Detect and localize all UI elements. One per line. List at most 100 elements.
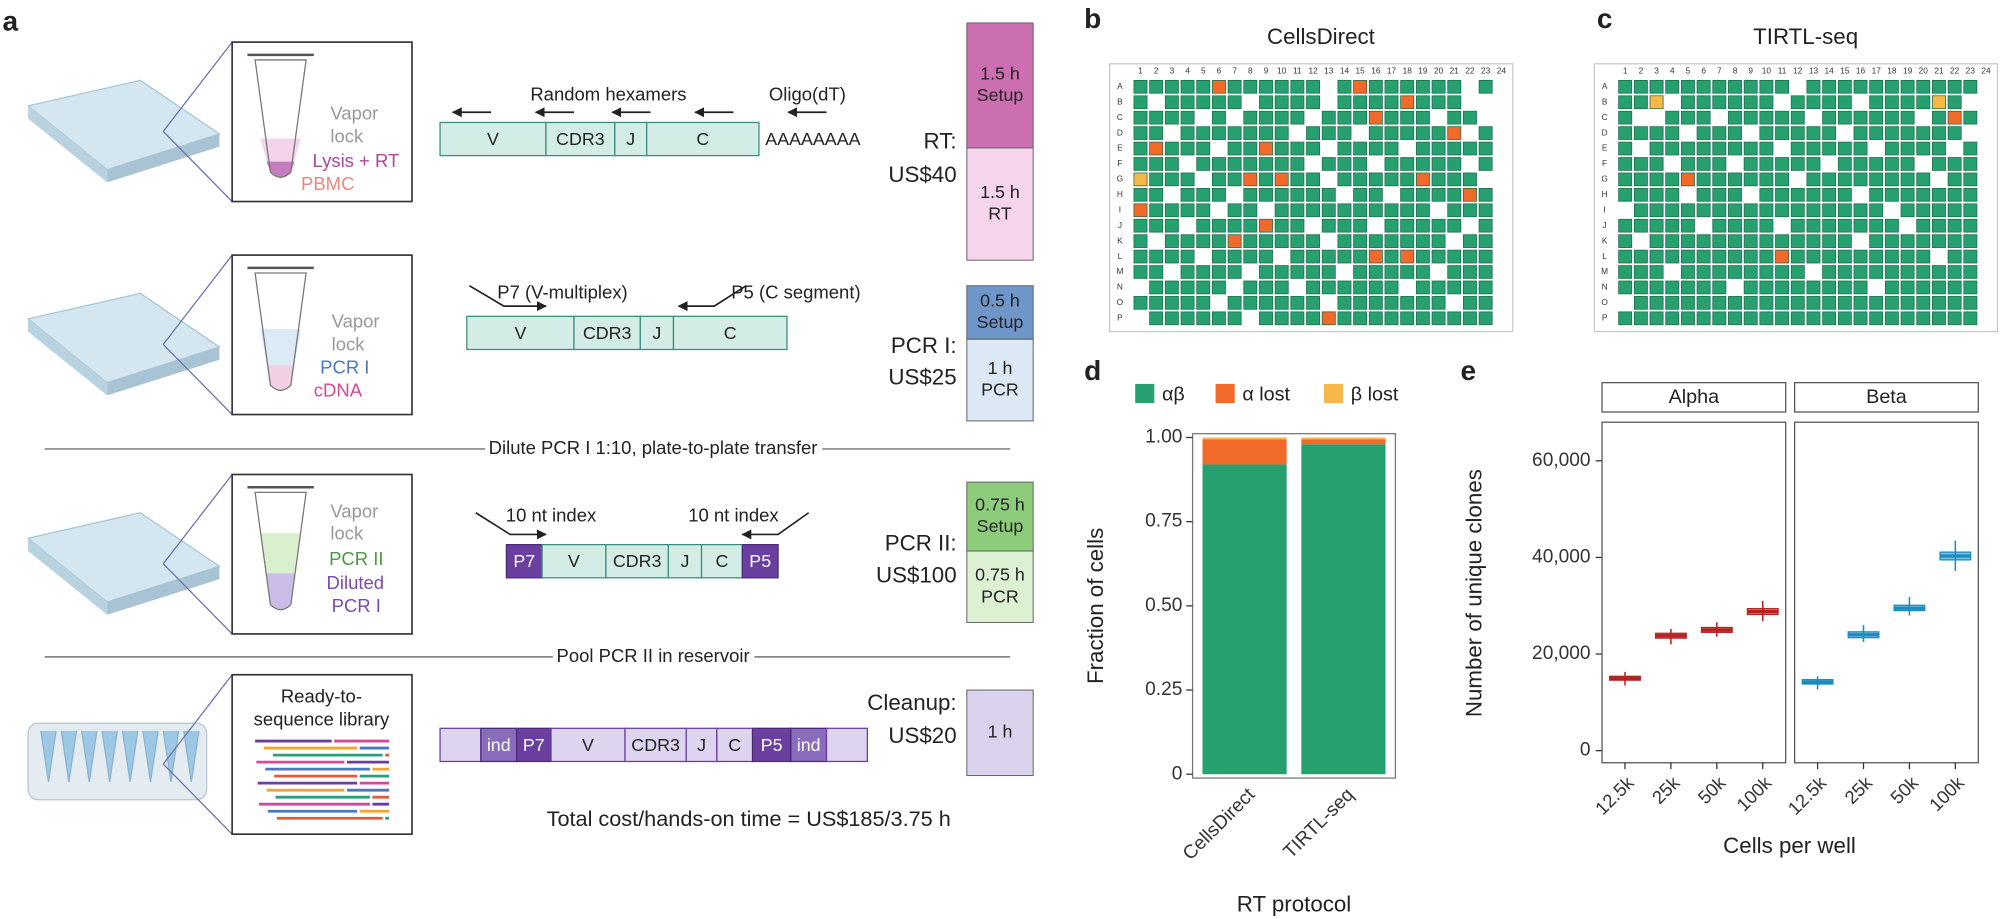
well	[1979, 95, 1993, 109]
plate	[26, 512, 221, 603]
well	[1947, 95, 1962, 110]
tube-label: sequence library	[254, 709, 390, 730]
well	[1353, 157, 1368, 171]
well	[1853, 280, 1868, 295]
well	[1791, 172, 1805, 186]
cost-label: PCR II:	[885, 531, 957, 556]
well	[1665, 188, 1680, 202]
well	[1681, 126, 1695, 140]
well	[1775, 311, 1790, 326]
well	[1259, 157, 1273, 171]
well	[1164, 296, 1179, 310]
well	[1822, 249, 1837, 264]
well	[1932, 250, 1946, 264]
column-label: 3	[1654, 66, 1659, 76]
plate	[26, 79, 221, 171]
well	[1306, 203, 1321, 218]
well	[1368, 311, 1383, 326]
time-label: Setup	[977, 85, 1024, 105]
well	[1211, 157, 1226, 171]
well	[1947, 311, 1962, 326]
segment-label: V	[582, 735, 594, 755]
well	[1790, 218, 1805, 233]
well	[1211, 188, 1226, 202]
well	[1165, 126, 1179, 140]
well	[1744, 126, 1758, 140]
well	[1963, 110, 1978, 125]
well	[1633, 79, 1648, 94]
total-cost: Total cost/hands-on time = US$185/3.75 h	[547, 806, 951, 831]
well	[1274, 296, 1289, 310]
well	[1979, 203, 1993, 217]
well	[1164, 157, 1179, 171]
column-label: 17	[1387, 66, 1397, 76]
well	[1963, 296, 1978, 310]
well	[1290, 95, 1305, 110]
well	[1916, 111, 1930, 125]
column-label: 13	[1809, 66, 1819, 76]
well	[1259, 203, 1273, 217]
well	[1853, 249, 1868, 264]
segment-label: ind	[797, 735, 821, 755]
well	[1259, 126, 1273, 140]
well	[1479, 172, 1493, 186]
well	[1743, 296, 1758, 310]
column-label: 11	[1778, 66, 1787, 76]
segment	[545, 121, 616, 157]
well	[1164, 110, 1179, 125]
x-axis-title: RT protocol	[1237, 891, 1352, 916]
well	[1712, 311, 1727, 326]
well	[1728, 141, 1742, 156]
primer-label: 10 nt index	[688, 504, 779, 525]
row-label: D	[1602, 127, 1608, 137]
well	[1680, 79, 1695, 94]
well	[1369, 219, 1383, 233]
well	[1478, 126, 1493, 140]
well	[1494, 234, 1508, 248]
well	[1290, 203, 1305, 218]
well	[1368, 172, 1383, 187]
well	[1196, 265, 1211, 279]
well	[1900, 280, 1915, 295]
column-label: 19	[1418, 66, 1428, 76]
well	[1932, 172, 1946, 186]
well	[1837, 79, 1852, 94]
well	[1680, 172, 1695, 187]
well	[1400, 126, 1415, 140]
well	[1337, 249, 1352, 264]
well	[1665, 265, 1679, 279]
well	[1963, 280, 1978, 295]
well	[1149, 172, 1164, 187]
well	[1463, 157, 1477, 171]
well	[1149, 265, 1164, 279]
time-label: 1 h	[988, 721, 1013, 741]
well	[1274, 95, 1289, 110]
well	[1306, 157, 1320, 171]
well	[1759, 110, 1774, 125]
plate-title: CellsDirect	[1267, 24, 1376, 49]
well	[1947, 265, 1962, 279]
well	[1415, 95, 1430, 110]
well	[1180, 280, 1195, 295]
row-label: J	[1603, 220, 1607, 230]
well	[1916, 296, 1931, 310]
well	[1680, 141, 1695, 156]
well	[1431, 79, 1446, 94]
well	[1274, 79, 1289, 94]
well	[1478, 141, 1493, 156]
column-label: 6	[1217, 66, 1222, 76]
segment	[439, 727, 482, 763]
well	[1822, 203, 1837, 218]
well	[1274, 234, 1289, 248]
well	[1290, 172, 1305, 187]
well	[1979, 142, 1993, 155]
well	[1806, 218, 1821, 233]
well	[1932, 234, 1946, 248]
well	[1353, 126, 1367, 140]
x-tick-label: 50k	[1886, 772, 1922, 808]
well	[1463, 234, 1477, 248]
well	[1431, 249, 1446, 264]
time-label: 1 h	[988, 358, 1013, 378]
well	[1790, 296, 1805, 310]
